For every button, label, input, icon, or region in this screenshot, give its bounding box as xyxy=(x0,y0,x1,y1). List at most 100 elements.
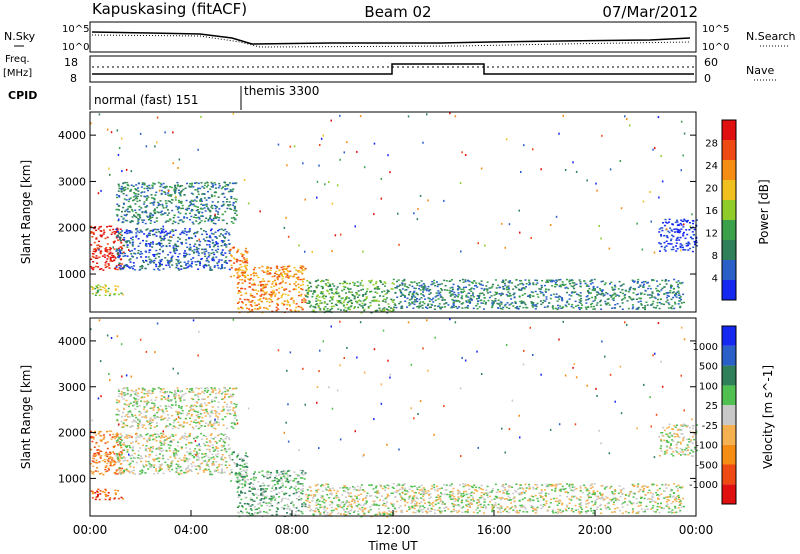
velocity-echo-cell xyxy=(134,408,137,410)
velocity-echo-cell xyxy=(241,464,244,467)
velocity-echo-cell xyxy=(195,425,198,427)
power-echo-cell xyxy=(203,207,206,209)
power-echo-cell xyxy=(601,280,604,282)
velocity-echo-cell xyxy=(197,414,199,416)
power-echo-cell xyxy=(435,295,438,297)
velocity-echo-cell xyxy=(208,448,211,451)
power-echo-cell xyxy=(654,307,657,309)
velocity-echo-cell xyxy=(167,465,170,468)
power-echo-cell xyxy=(383,281,386,283)
power-echo-cell xyxy=(335,288,338,290)
velocity-echo-cell xyxy=(113,453,116,455)
power-echo-cell xyxy=(257,290,260,292)
power-echo-cell xyxy=(147,196,150,198)
power-echo-cell xyxy=(668,303,671,306)
velocity-echo-cell xyxy=(218,390,221,392)
velocity-echo-cell xyxy=(173,393,176,396)
power-echo-cell xyxy=(145,145,148,148)
power-echo-cell xyxy=(485,285,488,287)
velocity-echo-cell xyxy=(172,439,175,441)
power-echo-cell xyxy=(678,282,681,284)
velocity-echo-cell xyxy=(141,387,144,389)
power-echo-cell xyxy=(218,259,221,261)
power-echo-cell xyxy=(558,285,561,288)
velocity-echo-cell xyxy=(217,401,220,403)
power-echo-cell xyxy=(160,242,163,245)
velocity-echo-cell xyxy=(162,412,165,414)
power-echo-cell xyxy=(113,241,116,244)
velocity-echo-cell xyxy=(264,501,267,504)
power-echo-cell xyxy=(320,280,322,283)
velocity-echo-cell xyxy=(285,492,288,495)
power-echo-cell xyxy=(121,267,124,270)
velocity-echo-cell xyxy=(241,491,244,494)
power-echo-cell xyxy=(275,270,278,273)
velocity-echo-cell xyxy=(235,415,238,417)
power-echo-cell xyxy=(242,261,245,264)
power-echo-cell xyxy=(262,297,265,299)
power-echo-cell xyxy=(90,231,93,233)
power-echo-cell xyxy=(248,282,251,284)
velocity-echo-cell xyxy=(115,470,118,473)
velocity-echo-cell xyxy=(145,464,147,466)
power-echo-cell xyxy=(258,303,260,305)
power-echo-cell xyxy=(392,283,395,285)
velocity-echo-cell xyxy=(253,476,255,478)
power-echo-cell xyxy=(281,274,283,277)
velocity-echo-cell xyxy=(171,460,174,462)
velocity-echo-cell xyxy=(115,469,118,471)
power-echo-cell xyxy=(170,256,173,259)
power-echo-cell xyxy=(578,299,581,301)
power-echo-cell xyxy=(96,244,99,247)
power-echo-cell xyxy=(568,294,571,296)
power-echo-cell xyxy=(399,295,402,297)
velocity-echo-cell xyxy=(160,398,163,400)
velocity-echo-cell xyxy=(153,404,156,407)
power-echo-cell xyxy=(304,294,307,296)
power-echo-cell xyxy=(546,305,549,307)
power-echo-cell xyxy=(319,302,322,305)
velocity-echo-cell xyxy=(123,403,126,405)
power-echo-cell xyxy=(201,208,204,210)
power-echo-cell xyxy=(603,283,606,286)
velocity-echo-cell xyxy=(188,452,191,455)
power-echo-cell xyxy=(124,255,127,257)
power-echo-cell xyxy=(564,169,567,171)
power-echo-cell xyxy=(118,187,121,190)
power-echo-cell xyxy=(466,307,469,309)
power-echo-cell xyxy=(121,221,124,223)
velocity-echo-cell xyxy=(245,465,248,468)
power-echo-cell xyxy=(258,299,261,301)
power-echo-cell xyxy=(193,252,195,254)
velocity-echo-cell xyxy=(249,499,252,501)
power-echo-cell xyxy=(213,266,216,268)
power-echo-cell xyxy=(94,250,97,253)
velocity-echo-cell xyxy=(124,394,127,396)
velocity-echo-cell xyxy=(139,434,142,436)
power-echo-cell xyxy=(410,281,413,283)
power-echo-cell xyxy=(376,288,379,290)
power-echo-cell xyxy=(619,291,622,294)
velocity-echo-cell xyxy=(117,444,120,446)
power-echo-cell xyxy=(472,292,474,294)
power-echo-cell xyxy=(98,294,101,297)
power-echo-cell xyxy=(200,199,203,201)
power-echo-cell xyxy=(332,305,335,307)
velocity-echo-cell xyxy=(200,408,203,411)
power-echo-cell xyxy=(684,237,687,240)
power-echo-cell xyxy=(188,185,191,187)
power-echo-cell xyxy=(104,248,107,250)
velocity-echo-cell xyxy=(274,477,276,479)
power-echo-cell xyxy=(308,287,311,289)
power-echo-cell xyxy=(123,214,126,216)
velocity-echo-cell xyxy=(144,416,147,418)
velocity-echo-cell xyxy=(144,472,147,474)
power-echo-cell xyxy=(375,310,378,312)
velocity-echo-cell xyxy=(221,398,224,400)
power-echo-cell xyxy=(540,286,543,289)
velocity-echo-cell xyxy=(227,437,230,439)
velocity-echo-cell xyxy=(299,469,302,472)
power-echo-cell xyxy=(228,252,231,254)
power-echo-cell xyxy=(689,225,691,228)
power-echo-cell xyxy=(236,250,239,252)
